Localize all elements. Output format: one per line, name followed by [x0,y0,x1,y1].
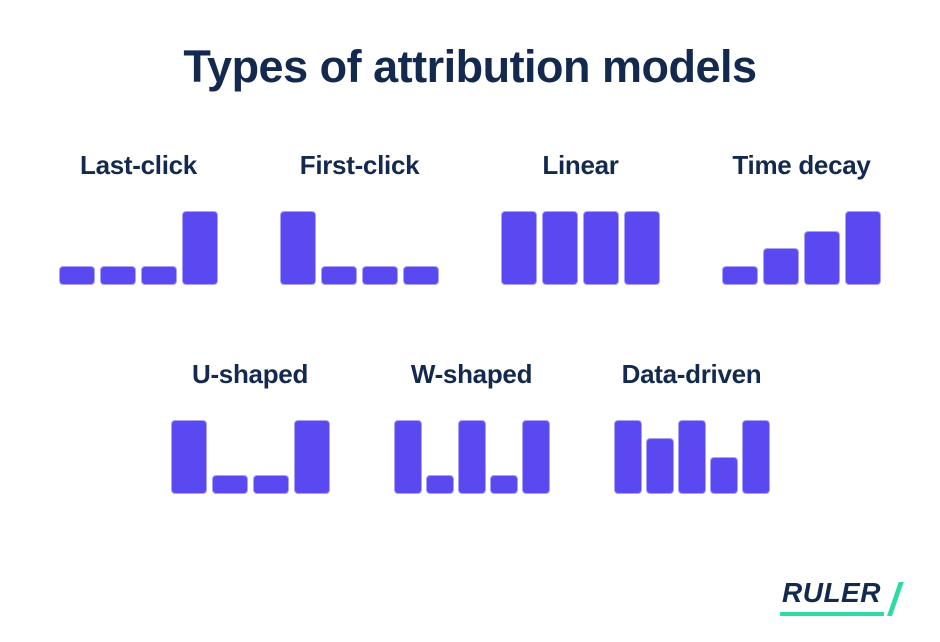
bar [489,474,518,494]
bar-group-linear [501,210,660,285]
chart-time-decay: Time decay [722,150,881,285]
chart-title-last-click: Last-click [80,149,197,180]
chart-linear: Linear [501,150,660,285]
bar [59,265,95,285]
bar [457,419,486,494]
logo-underline [780,612,884,616]
bar [804,230,840,285]
bar-group-first-click [280,210,439,285]
bar [425,474,454,494]
bar [845,210,881,285]
chart-w-shaped: W-shaped [393,358,550,494]
chart-title-data-driven: Data-driven [621,358,762,389]
chart-row-bottom: U-shaped W-shaped Data-driven [0,359,940,494]
chart-title-u-shaped: U-shaped [191,358,309,389]
bar [403,265,439,285]
logo-slash-icon [887,582,904,616]
page-title: Types of attribution models [183,41,757,92]
bar [182,210,218,285]
bar [293,419,330,494]
bar-group-last-click [59,210,218,285]
bar [100,265,136,285]
bar [709,456,738,494]
bar [613,419,642,494]
chart-title-linear: Linear [542,149,619,180]
ruler-logo: RULER [780,577,904,620]
chart-data-driven: Data-driven [613,358,770,494]
bar-group-u-shaped [170,419,330,494]
bar [252,474,289,494]
bar [362,265,398,285]
bar-group-w-shaped [393,419,550,494]
bar [741,419,770,494]
bar [170,419,207,494]
bar [645,437,674,494]
chart-title-w-shaped: W-shaped [410,358,533,389]
bar [280,210,316,285]
chart-first-click: First-click [280,150,439,285]
bar [624,210,660,285]
bar-group-time-decay [722,210,881,285]
chart-title-first-click: First-click [299,149,420,180]
bar-group-data-driven [613,419,770,494]
bar [501,210,537,285]
bar [321,265,357,285]
chart-title-time-decay: Time decay [732,149,871,180]
chart-u-shaped: U-shaped [170,358,330,494]
bar [521,419,550,494]
bar [763,247,799,285]
bar [542,210,578,285]
ruler-logo-text: RULER [782,577,881,608]
bar [677,419,706,494]
bar [583,210,619,285]
chart-row-top: Last-click First-click Linear Time decay [0,150,940,285]
bar [722,265,758,285]
bar [393,419,422,494]
bar [141,265,177,285]
chart-last-click: Last-click [59,150,218,285]
bar [211,474,248,494]
